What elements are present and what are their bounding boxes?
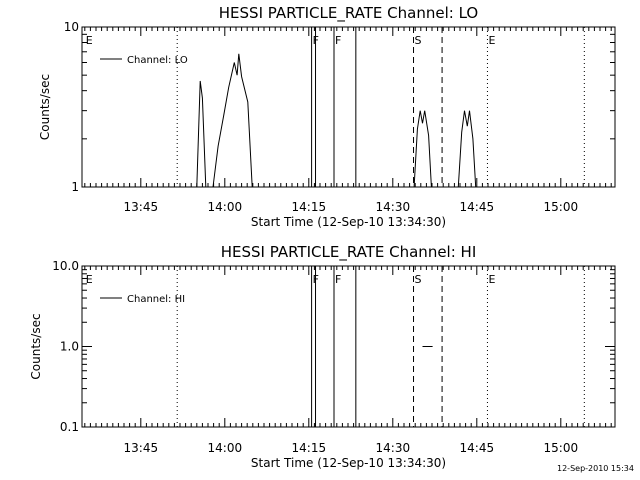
series-segment — [457, 110, 477, 188]
x-tick-label: 14:00 — [208, 200, 243, 214]
plot-frame — [81, 26, 616, 188]
x-tick-label: 14:00 — [208, 441, 243, 455]
event-marker-label: E — [488, 273, 495, 286]
x-axis-label: Start Time (12-Sep-10 13:34:30) — [251, 215, 446, 229]
x-tick-label: 14:45 — [460, 441, 495, 455]
x-tick-label: 14:30 — [376, 441, 411, 455]
event-marker-label: F — [335, 273, 341, 286]
x-tick-label: 14:30 — [376, 200, 411, 214]
y-tick-label: 0.1 — [60, 420, 79, 434]
y-tick-label: 10.0 — [52, 259, 79, 273]
y-tick-label: 1 — [71, 180, 79, 194]
series-segment — [212, 53, 253, 188]
legend-entry: Channel: LO — [127, 55, 188, 66]
footer-timestamp: 12-Sep-2010 15:34 — [557, 464, 634, 473]
plot-frame — [81, 265, 616, 428]
chart-panel-0: HESSI PARTICLE_RATE Channel: LO Counts/se… — [38, 4, 616, 229]
y-tick-label: 10 — [64, 20, 79, 34]
y-axis-label: Counts/sec — [38, 74, 52, 140]
chart-title: HESSI PARTICLE_RATE Channel: HI — [221, 243, 477, 262]
event-marker-label: F — [335, 34, 341, 47]
legend-entry: Channel: HI — [127, 294, 185, 305]
x-tick-label: 15:00 — [544, 441, 579, 455]
x-tick-label: 15:00 — [544, 200, 579, 214]
x-tick-label: 13:45 — [124, 200, 159, 214]
x-axis-label: Start Time (12-Sep-10 13:34:30) — [251, 456, 446, 470]
event-marker-label: S — [415, 273, 422, 286]
event-marker-label: E — [488, 34, 495, 47]
event-marker-label: E — [86, 34, 93, 47]
chart-title: HESSI PARTICLE_RATE Channel: LO — [219, 4, 478, 23]
event-marker-label: S — [415, 34, 422, 47]
series-segment — [413, 110, 432, 188]
y-tick-label: 1.0 — [60, 340, 79, 354]
series-segment — [196, 80, 207, 188]
event-marker-label: E — [86, 273, 93, 286]
x-tick-label: 14:45 — [460, 200, 495, 214]
x-tick-label: 14:15 — [292, 200, 327, 214]
x-tick-label: 14:15 — [292, 441, 327, 455]
x-tick-label: 13:45 — [124, 441, 159, 455]
chart-panel-1: HESSI PARTICLE_RATE Channel: HI Counts/se… — [29, 243, 616, 470]
y-axis-label: Counts/sec — [29, 313, 43, 379]
